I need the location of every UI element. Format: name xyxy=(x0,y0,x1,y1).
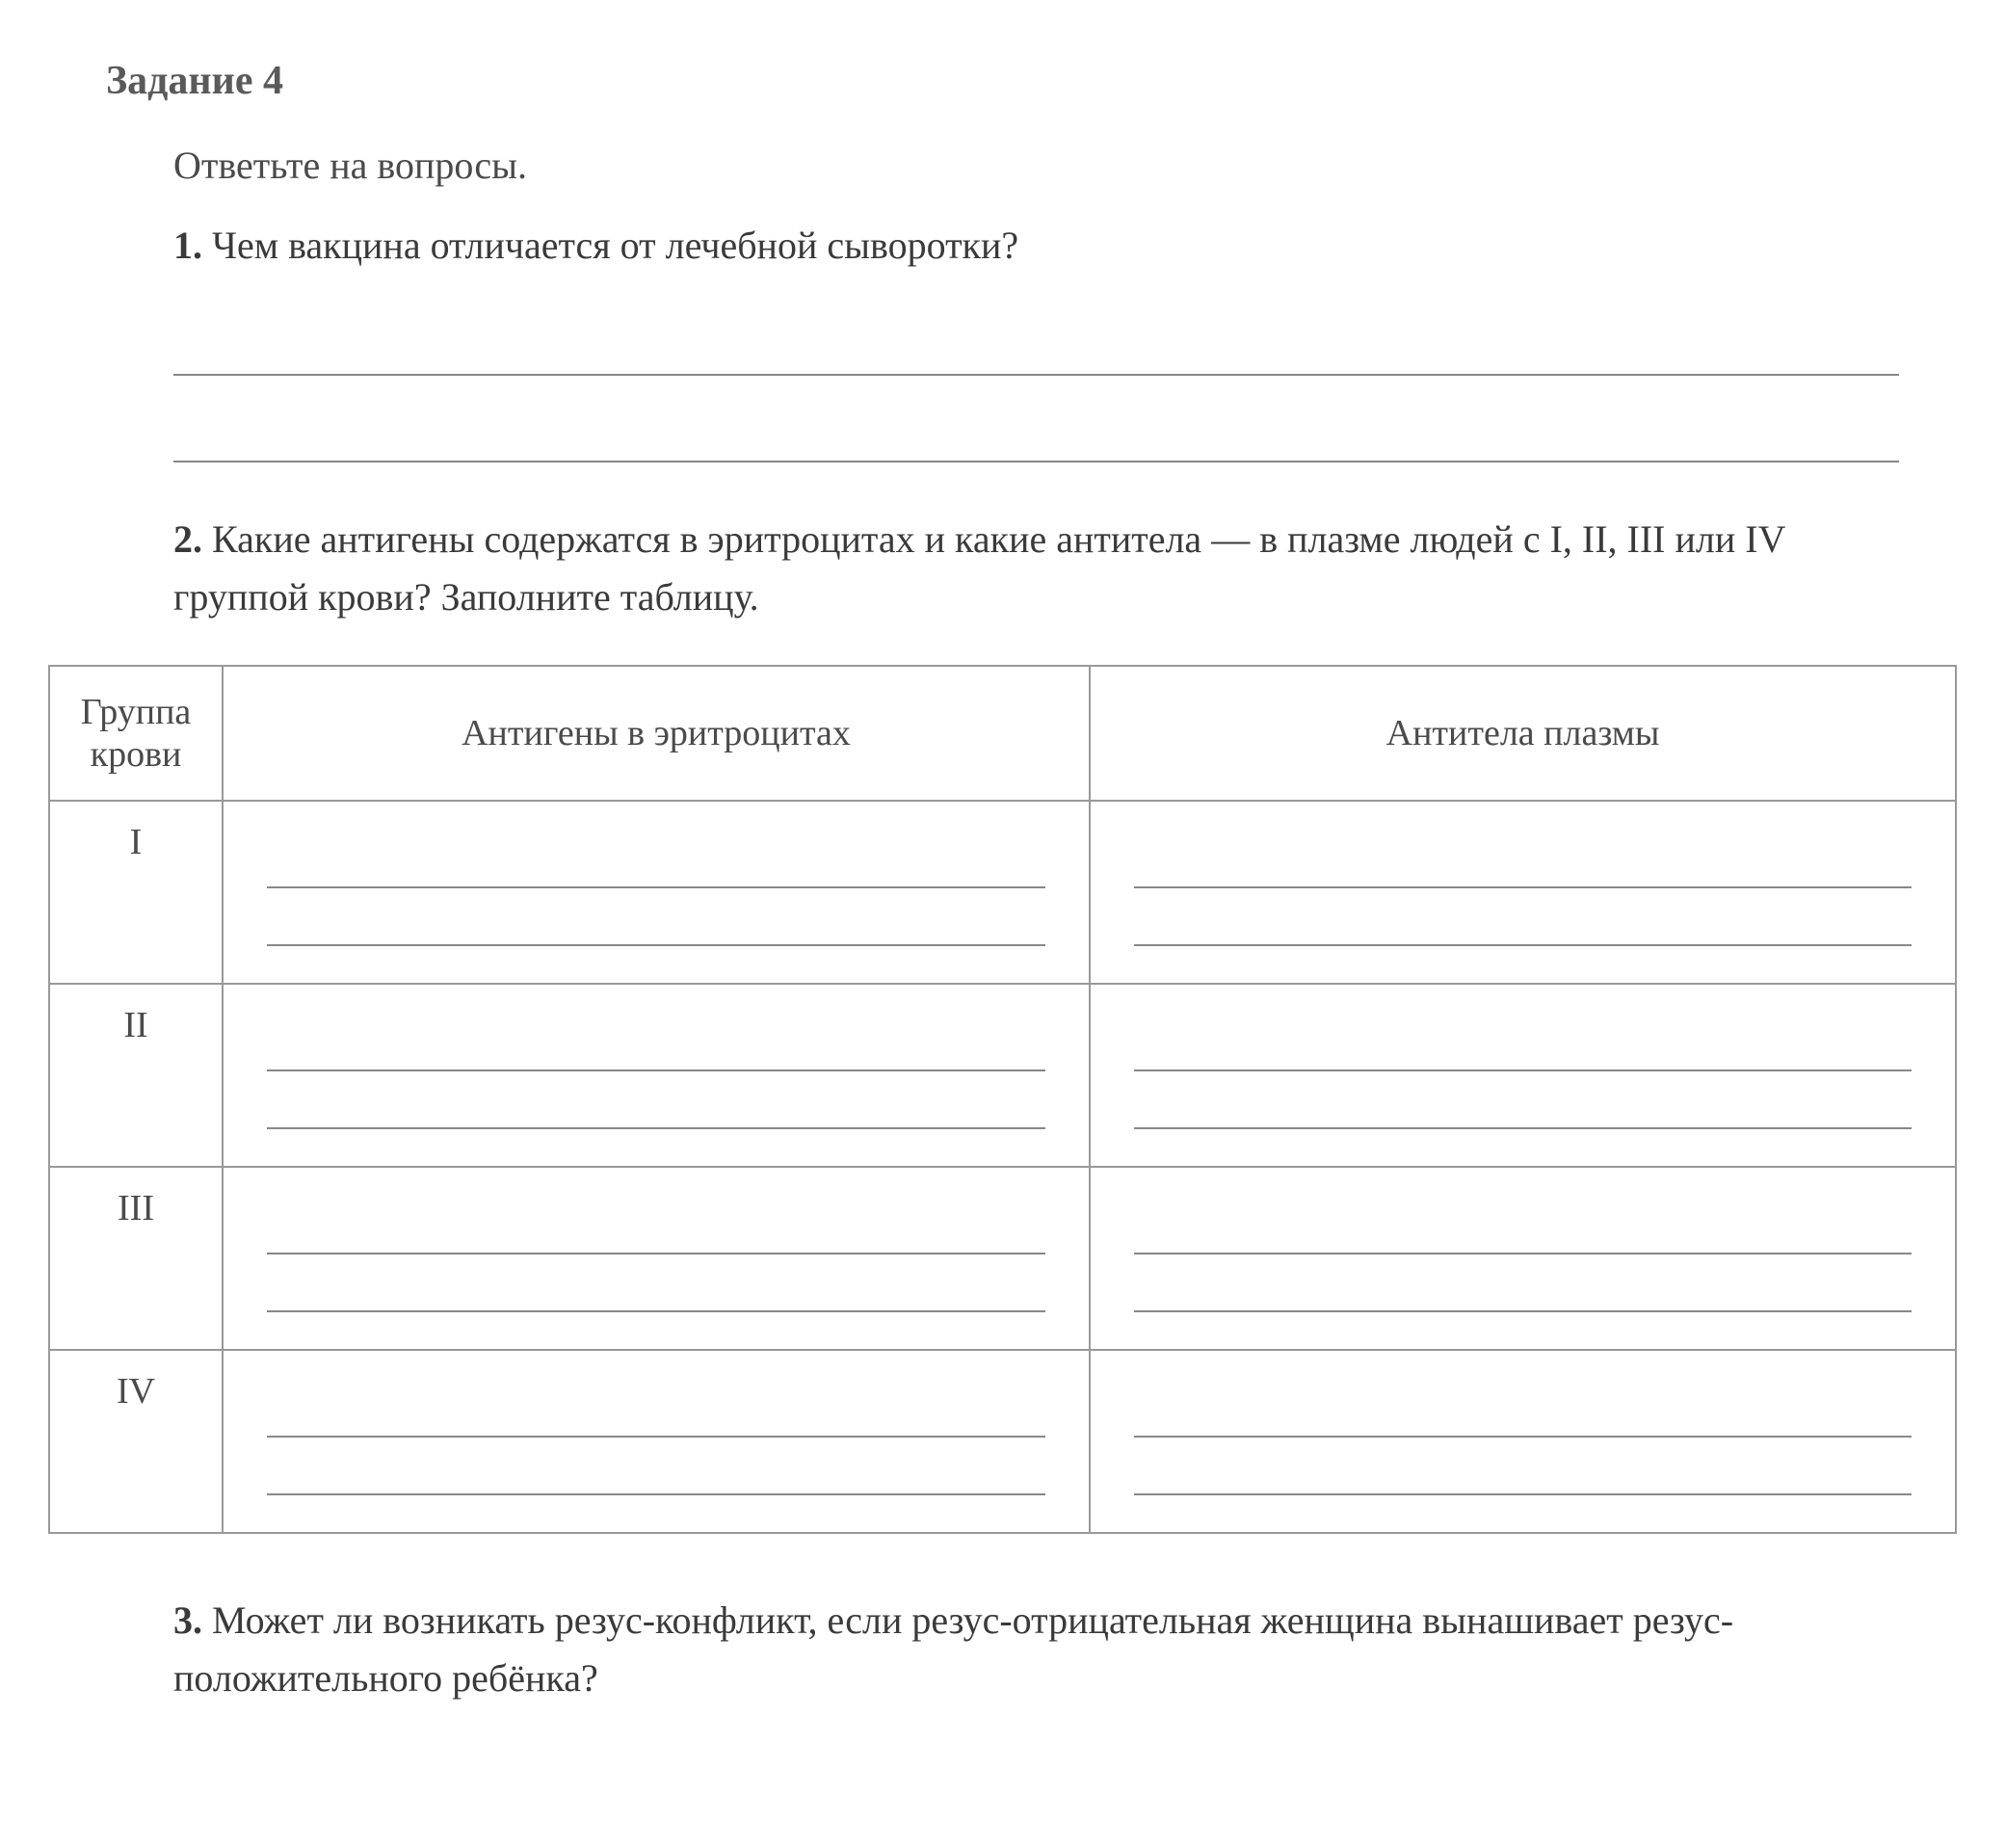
fill-line[interactable] xyxy=(1134,1014,1912,1071)
antigen-cell[interactable] xyxy=(223,984,1090,1167)
fill-line[interactable] xyxy=(1134,1438,1912,1495)
answer-line[interactable] xyxy=(173,395,1899,462)
fill-line[interactable] xyxy=(267,888,1045,946)
table-row: III xyxy=(49,1167,1956,1350)
fill-line[interactable] xyxy=(267,1438,1045,1495)
blood-group-table: Группа крови Антигены в эритроцитах Анти… xyxy=(48,665,1957,1534)
fill-line[interactable] xyxy=(1134,1071,1912,1129)
table-row: II xyxy=(49,984,1956,1167)
fill-line[interactable] xyxy=(1134,1197,1912,1254)
question-1-number: 1. xyxy=(173,224,202,267)
question-2-number: 2. xyxy=(173,517,202,561)
fill-line[interactable] xyxy=(1134,831,1912,888)
antigen-cell[interactable] xyxy=(223,1350,1090,1533)
task-instruction: Ответьте на вопросы. xyxy=(48,143,1957,188)
antigen-cell[interactable] xyxy=(223,801,1090,984)
header-group: Группа крови xyxy=(49,666,223,801)
antibody-cell[interactable] xyxy=(1090,1350,1956,1533)
answer-line[interactable] xyxy=(173,308,1899,376)
header-antigen: Антигены в эритроцитах xyxy=(223,666,1090,801)
table-row: I xyxy=(49,801,1956,984)
blood-group-table-wrapper: Группа крови Антигены в эритроцитах Анти… xyxy=(48,665,1957,1534)
fill-line[interactable] xyxy=(1134,1380,1912,1438)
header-antibody: Антитела плазмы xyxy=(1090,666,1956,801)
group-cell: IV xyxy=(49,1350,223,1533)
group-cell: I xyxy=(49,801,223,984)
question-1-text: Чем вакцина отличается от лечебной сывор… xyxy=(212,224,1018,267)
fill-line[interactable] xyxy=(267,1014,1045,1071)
group-cell: III xyxy=(49,1167,223,1350)
fill-line[interactable] xyxy=(267,1197,1045,1254)
question-3-number: 3. xyxy=(173,1598,202,1642)
table-header-row: Группа крови Антигены в эритроцитах Анти… xyxy=(49,666,1956,801)
question-2: 2. Какие антигены содержатся в эритроцит… xyxy=(48,511,1957,626)
fill-line[interactable] xyxy=(267,1380,1045,1438)
antibody-cell[interactable] xyxy=(1090,984,1956,1167)
antibody-cell[interactable] xyxy=(1090,1167,1956,1350)
group-cell: II xyxy=(49,984,223,1167)
fill-line[interactable] xyxy=(1134,1254,1912,1312)
table-row: IV xyxy=(49,1350,1956,1533)
question-3-text: Может ли возникать резус-конфликт, если … xyxy=(173,1598,1733,1700)
task-title: Задание 4 xyxy=(48,58,1957,104)
fill-line[interactable] xyxy=(267,831,1045,888)
fill-line[interactable] xyxy=(267,1254,1045,1312)
question-3: 3. Может ли возникать резус-конфликт, ес… xyxy=(48,1592,1957,1707)
fill-line[interactable] xyxy=(267,1071,1045,1129)
question-1: 1. Чем вакцина отличается от лечебной сы… xyxy=(48,217,1957,275)
antibody-cell[interactable] xyxy=(1090,801,1956,984)
antigen-cell[interactable] xyxy=(223,1167,1090,1350)
fill-line[interactable] xyxy=(1134,888,1912,946)
question-2-text: Какие антигены содержатся в эритроцитах … xyxy=(173,517,1785,619)
